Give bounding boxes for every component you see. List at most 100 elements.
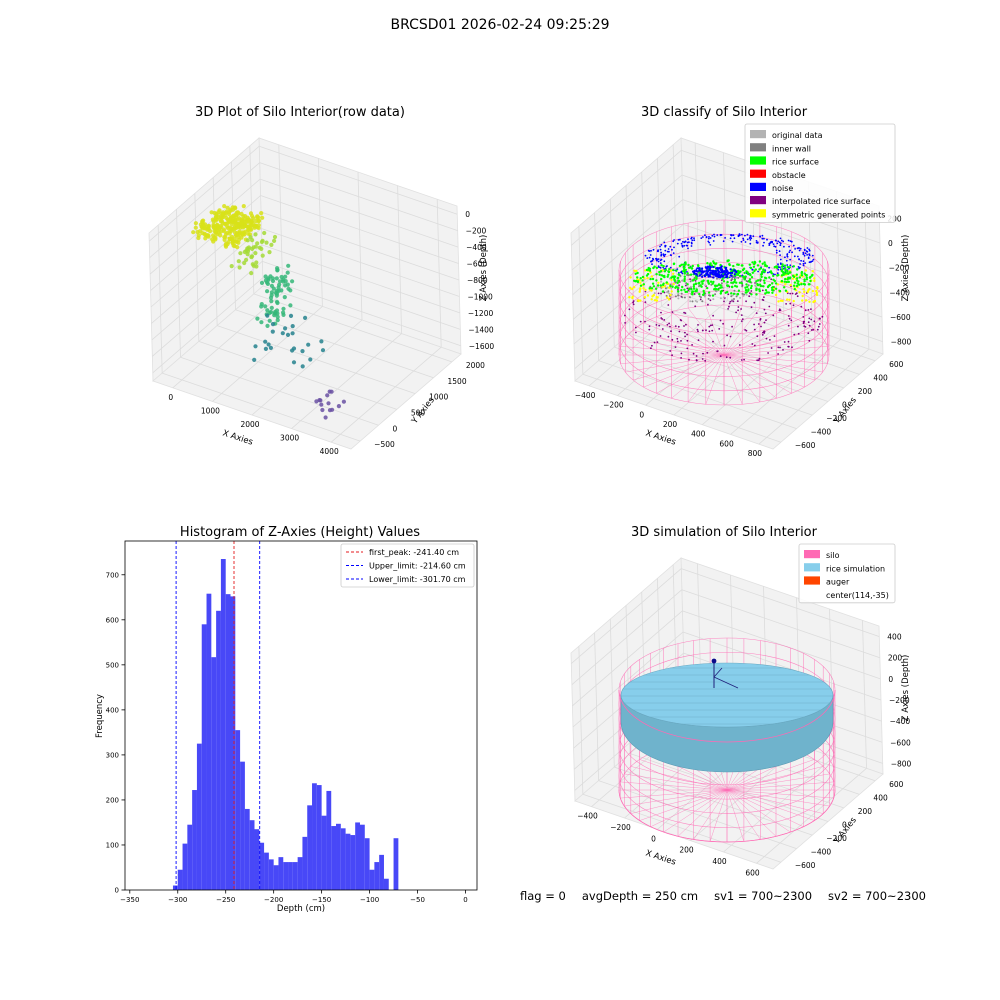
data-point	[789, 283, 792, 287]
data-point	[732, 300, 735, 303]
grid-line	[330, 346, 442, 443]
chart-histogram: Histogram of Z-Axies (Height) Values −350…	[95, 525, 478, 914]
silo-spoke	[723, 354, 777, 399]
data-point	[246, 227, 251, 232]
data-point	[711, 272, 714, 276]
data-point	[770, 272, 773, 275]
histogram-bar	[278, 857, 284, 890]
data-point	[678, 255, 681, 258]
data-point	[314, 399, 319, 404]
data-point	[245, 238, 250, 243]
data-point	[717, 271, 720, 274]
data-point	[686, 347, 689, 350]
data-point	[807, 309, 810, 311]
data-point	[815, 289, 818, 293]
silo-spoke	[671, 311, 725, 356]
data-point	[225, 242, 230, 247]
grid-line	[682, 631, 882, 701]
legend-frame	[798, 543, 896, 604]
data-point	[758, 260, 762, 263]
data-point	[250, 254, 255, 259]
data-point	[674, 295, 677, 298]
grid-line	[683, 223, 882, 293]
data-point	[246, 246, 251, 252]
data-point	[725, 356, 728, 359]
data-point	[253, 251, 258, 256]
legend-label: obstacle	[772, 171, 806, 180]
grid-line	[572, 199, 683, 295]
grid-line	[180, 356, 379, 426]
z-tick-label: −1400	[468, 325, 494, 334]
data-point	[648, 256, 651, 259]
grid-line	[864, 201, 870, 350]
data-point	[659, 270, 663, 273]
data-point	[795, 284, 799, 288]
data-point	[740, 240, 743, 243]
data-point	[768, 276, 771, 279]
data-point	[663, 268, 665, 270]
data-point	[290, 324, 295, 329]
data-point	[787, 239, 790, 242]
data-point	[689, 280, 692, 283]
data-point	[684, 262, 687, 266]
y-tick-label: 1500	[448, 377, 467, 386]
data-point	[717, 267, 721, 270]
data-point	[809, 275, 812, 279]
data-point	[761, 334, 764, 336]
data-point	[750, 276, 754, 279]
chart-title: 3D Plot of Silo Interior(row data)	[195, 105, 405, 120]
data-point	[659, 284, 662, 287]
data-point	[712, 271, 715, 274]
data-point	[770, 286, 774, 289]
y-tick-label: 100	[106, 841, 119, 849]
data-point	[803, 320, 806, 323]
data-point	[729, 271, 732, 275]
data-point	[283, 274, 288, 279]
data-point	[650, 249, 652, 252]
data-point	[780, 279, 784, 283]
legend-label: auger	[826, 578, 850, 587]
data-point	[267, 250, 272, 255]
data-point	[779, 242, 782, 245]
data-point	[745, 300, 747, 303]
data-point	[773, 245, 776, 248]
data-point	[688, 241, 690, 244]
data-point	[788, 251, 791, 254]
data-point	[647, 266, 650, 270]
histogram-bar	[177, 869, 183, 890]
data-point	[662, 265, 665, 268]
data-point	[250, 262, 255, 267]
legend-label: original data	[772, 131, 823, 140]
data-point	[772, 314, 775, 317]
data-point	[803, 279, 806, 283]
legend-swatch	[804, 576, 820, 585]
data-point	[709, 244, 712, 246]
data-point	[671, 338, 674, 341]
data-point	[320, 348, 326, 353]
data-point	[698, 274, 702, 277]
grid-line	[598, 780, 797, 850]
data-point	[685, 323, 687, 326]
data-point	[714, 272, 717, 275]
legend-label: rice surface	[772, 158, 819, 167]
data-point	[670, 287, 673, 290]
data-point	[630, 287, 634, 291]
data-point	[741, 285, 744, 288]
data-point	[792, 304, 795, 307]
data-point	[742, 278, 745, 281]
data-point	[714, 293, 717, 296]
data-point	[769, 339, 771, 341]
data-point	[253, 344, 258, 349]
data-point	[738, 274, 742, 278]
data-point	[671, 285, 674, 288]
grid-line	[162, 372, 361, 442]
data-point	[628, 296, 631, 299]
data-point	[808, 254, 811, 257]
data-point	[767, 271, 769, 274]
silo-spoke	[650, 789, 728, 828]
legend-label: symmetric generated points	[772, 210, 885, 219]
data-point	[671, 311, 674, 313]
histogram-bar	[249, 820, 255, 890]
data-point	[784, 283, 787, 286]
data-point	[263, 339, 268, 344]
